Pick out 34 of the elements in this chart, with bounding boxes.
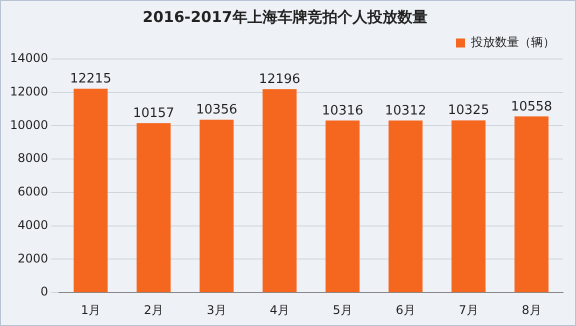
data-label: 10558 bbox=[510, 99, 552, 114]
data-label: 10312 bbox=[384, 103, 426, 118]
x-tick-label: 3月 bbox=[206, 302, 226, 317]
chart-title: 2016-2017年上海车牌竞拍个人投放数量 bbox=[142, 8, 428, 26]
x-tick-label: 7月 bbox=[458, 302, 478, 317]
bar bbox=[200, 120, 234, 292]
data-label: 12215 bbox=[70, 72, 112, 87]
y-tick-label: 10000 bbox=[10, 118, 48, 132]
y-tick-label: 4000 bbox=[18, 218, 48, 232]
data-label: 10325 bbox=[448, 103, 490, 118]
bar bbox=[326, 120, 360, 292]
x-tick-label: 5月 bbox=[332, 302, 352, 317]
x-tick-label: 6月 bbox=[396, 302, 416, 317]
y-tick-label: 6000 bbox=[18, 184, 48, 199]
bar bbox=[388, 120, 423, 292]
y-tick-label: 2000 bbox=[18, 251, 48, 266]
data-label: 12196 bbox=[258, 72, 300, 87]
x-tick-label: 8月 bbox=[522, 302, 542, 317]
y-tick-label: 12000 bbox=[10, 84, 48, 98]
bar bbox=[262, 89, 297, 292]
x-tick-label: 4月 bbox=[270, 302, 290, 317]
legend-label: 投放数量（辆） bbox=[470, 35, 555, 50]
bar bbox=[452, 120, 486, 292]
y-tick-label: 8000 bbox=[18, 151, 48, 166]
data-label: 10157 bbox=[132, 106, 174, 121]
x-tick-label: 1月 bbox=[80, 302, 100, 317]
x-tick-label: 2月 bbox=[144, 302, 164, 317]
bar bbox=[136, 123, 171, 292]
y-tick-label: 0 bbox=[40, 284, 48, 299]
bar bbox=[514, 116, 549, 292]
bar bbox=[74, 88, 108, 292]
data-label: 10316 bbox=[322, 103, 364, 118]
y-tick-label: 14000 bbox=[10, 51, 48, 66]
data-label: 10356 bbox=[196, 102, 238, 118]
